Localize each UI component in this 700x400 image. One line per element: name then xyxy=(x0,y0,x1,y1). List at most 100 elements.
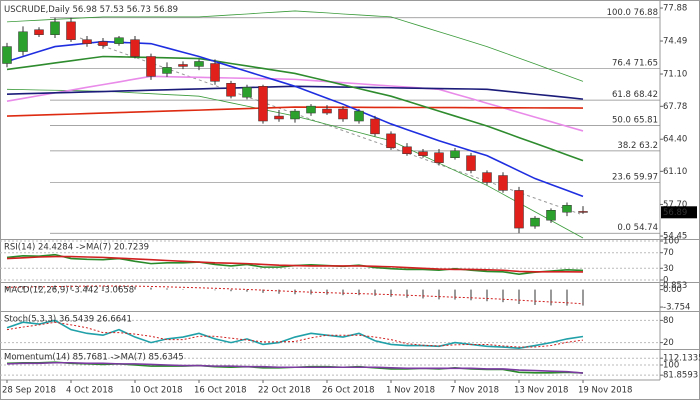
fib-label: 100.0 76.88 xyxy=(607,7,658,17)
fib-label: 76.4 71.65 xyxy=(612,58,658,68)
y-tick-label: 77.88 xyxy=(663,4,687,14)
candle-body xyxy=(370,118,380,135)
x-tick-label: 19 Nov 2018 xyxy=(578,386,632,396)
candle-body xyxy=(146,56,156,77)
x-tick-label: 1 Nov 2018 xyxy=(386,386,435,396)
indicator-line xyxy=(6,55,584,162)
y-tick-label: -3.754 xyxy=(663,303,690,313)
indicator-line xyxy=(6,75,584,132)
price-box xyxy=(661,206,697,219)
panel-title: MACD(12,26,9) -3.442 -3.0658 xyxy=(4,286,134,296)
indicator-line xyxy=(6,321,584,348)
fib-label: 23.6 59.97 xyxy=(612,172,658,182)
fib-price: 65.81 xyxy=(634,115,658,125)
fib-price: 54.74 xyxy=(634,223,658,233)
candle-body xyxy=(98,41,108,46)
fib-price: 63.2 xyxy=(639,140,658,150)
candle-body xyxy=(210,63,220,82)
fib-ratio: 23.6 xyxy=(612,172,631,182)
candle-body xyxy=(306,105,316,114)
fib-label: 0.0 54.74 xyxy=(617,223,658,233)
y-tick-label: 0.853 xyxy=(663,281,687,291)
candle-body xyxy=(402,146,412,154)
current-price: 56.89 xyxy=(663,208,687,218)
trend-line xyxy=(79,37,581,215)
fib-ratio: 61.8 xyxy=(612,90,631,100)
candle-body xyxy=(466,155,476,171)
candle-body xyxy=(194,61,204,67)
candle-body xyxy=(514,190,524,229)
fib-label: 50.0 65.81 xyxy=(612,115,658,125)
y-tick-label: 0 xyxy=(663,276,668,286)
y-tick-label: 61.10 xyxy=(663,167,687,177)
y-tick-label: 81.8593 xyxy=(663,371,698,381)
fib-price: 71.65 xyxy=(634,58,658,68)
indicator-line xyxy=(6,361,584,374)
y-tick-label: 112.1335 xyxy=(663,354,700,364)
y-tick-label: 67.78 xyxy=(663,102,687,112)
candle-body xyxy=(450,150,460,158)
indicator-line xyxy=(6,10,584,82)
fib-ratio: 0.0 xyxy=(617,223,631,233)
candle-body xyxy=(562,205,572,213)
x-tick-label: 22 Oct 2018 xyxy=(258,386,311,396)
candle-body xyxy=(546,210,556,221)
candle-body xyxy=(18,31,28,52)
panel-title: Momentum(14) 85.7681 ->MA(7) 85.6345 xyxy=(4,353,184,363)
candle-body xyxy=(386,133,396,149)
fib-ratio: 38.2 xyxy=(617,140,636,150)
fib-price: 68.42 xyxy=(634,90,658,100)
indicator-line xyxy=(6,255,584,273)
indicator-line xyxy=(6,285,584,305)
x-tick-label: 10 Oct 2018 xyxy=(130,386,183,396)
y-tick-label: 30 xyxy=(663,264,674,274)
x-tick-label: 16 Oct 2018 xyxy=(194,386,247,396)
y-tick-label: 20 xyxy=(663,338,674,348)
y-tick-label: 74.49 xyxy=(663,37,687,47)
ohlc-value: 57.53 xyxy=(100,5,124,15)
candle-body xyxy=(66,21,76,40)
x-tick-label: 26 Oct 2018 xyxy=(322,386,375,396)
fib-price: 76.88 xyxy=(634,7,658,17)
fib-ratio: 50.0 xyxy=(612,115,631,125)
candle-body xyxy=(178,64,188,67)
candle-body xyxy=(322,108,332,114)
y-tick-label: 64.40 xyxy=(663,135,687,145)
candle-body xyxy=(578,211,588,213)
candle-body xyxy=(418,151,428,156)
candle-body xyxy=(82,39,92,44)
indicator-line xyxy=(6,319,584,349)
ohlc-value: 56.73 xyxy=(127,5,151,15)
candle-body xyxy=(290,110,300,120)
x-tick-label: 7 Nov 2018 xyxy=(450,386,499,396)
candle-body xyxy=(162,67,172,74)
y-tick-label: 54.45 xyxy=(663,232,687,242)
ohlc-value: 56.89 xyxy=(154,5,178,15)
candle-body xyxy=(130,39,140,57)
symbol: USCRUDE,Daily xyxy=(4,5,70,15)
fib-label: 38.2 63.2 xyxy=(617,140,658,150)
fib-ratio: 76.4 xyxy=(612,58,631,68)
candle-body xyxy=(434,152,444,163)
chart-title: USCRUDE,Daily 56.98 57.53 56.73 56.89 xyxy=(4,5,178,15)
y-tick-label: 80 xyxy=(663,316,674,326)
panel-title: RSI(14) 24.4284 ->MA(7) 20.7239 xyxy=(4,243,149,253)
candle-body xyxy=(226,83,236,97)
candle-body xyxy=(354,110,364,122)
y-tick-label: 100 xyxy=(663,361,679,371)
ohlc-value: 56.98 xyxy=(73,5,97,15)
indicator-line xyxy=(6,106,584,117)
candle-body xyxy=(498,175,508,191)
candle-body xyxy=(482,172,492,183)
x-tick-label: 28 Sep 2018 xyxy=(2,386,56,396)
y-tick-label: 0.00 xyxy=(663,285,682,295)
fib-price: 59.97 xyxy=(634,172,658,182)
candle-body xyxy=(530,217,540,227)
candle-body xyxy=(274,115,284,120)
candle-body xyxy=(2,46,12,64)
candle-body xyxy=(338,108,348,120)
x-tick-label: 4 Oct 2018 xyxy=(66,386,113,396)
y-tick-label: 70 xyxy=(663,248,674,258)
